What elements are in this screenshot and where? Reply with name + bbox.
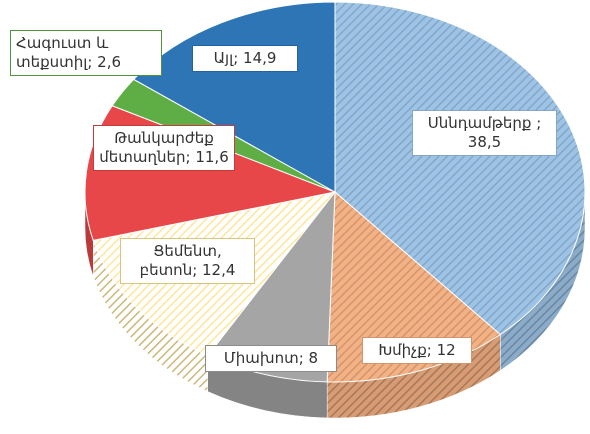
data-label: Սննդամթերք ; 38,5 <box>412 110 557 156</box>
data-label: Թանկարժեք մետաղներ; 11,6 <box>93 125 235 171</box>
slice <box>326 190 502 383</box>
data-label: Այլ; 14,9 <box>192 45 298 72</box>
data-label: Խմիչք; 12 <box>362 337 472 364</box>
slice <box>334 1 586 336</box>
data-label: Ցեմենտ, բետոն; 12,4 <box>120 238 255 284</box>
data-label: Հագուստ և տեքստիլ; 2,6 <box>10 30 162 76</box>
data-label: Միախոտ; 8 <box>205 345 337 372</box>
